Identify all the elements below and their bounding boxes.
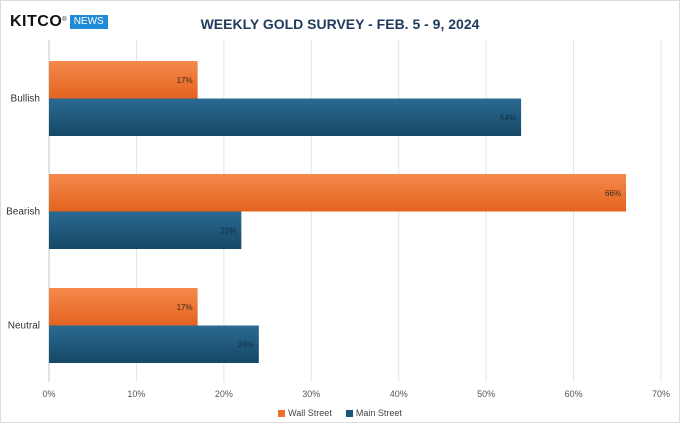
x-tick-label: 60% <box>565 389 583 399</box>
legend-label-wall-street: Wall Street <box>288 408 332 418</box>
category-label-bearish: Bearish <box>6 207 40 218</box>
bar-main-street-neutral <box>49 325 259 363</box>
data-label-wall-street-bullish: 17% <box>177 76 193 85</box>
category-label-bullish: Bullish <box>11 94 40 105</box>
legend-swatch-main-street <box>345 409 353 417</box>
logo-registered-mark: ® <box>62 17 67 23</box>
x-tick-label: 10% <box>127 389 145 399</box>
chart-title: WEEKLY GOLD SURVEY - FEB. 5 - 9, 2024 <box>200 16 480 32</box>
x-tick-label: 0% <box>42 389 55 399</box>
category-label-neutral: Neutral <box>8 321 40 332</box>
data-label-main-street-neutral: 24% <box>238 340 254 349</box>
x-tick-label: 70% <box>652 389 670 399</box>
data-label-main-street-bullish: 54% <box>500 113 516 122</box>
chart-legend: Wall Street Main Street <box>0 408 680 418</box>
legend-item-main-street: Main Street <box>345 408 402 418</box>
bar-wall-street-neutral <box>49 288 198 326</box>
data-label-wall-street-neutral: 17% <box>177 303 193 312</box>
bar-main-street-bearish <box>49 211 242 249</box>
logo-news-badge: NEWS <box>69 15 108 29</box>
x-tick-label: 20% <box>215 389 233 399</box>
data-label-main-street-bearish: 22% <box>220 226 236 235</box>
kitco-news-logo: KITCO ® NEWS <box>10 13 108 31</box>
data-label-wall-street-bearish: 66% <box>605 189 621 198</box>
legend-label-main-street: Main Street <box>355 408 402 418</box>
x-tick-label: 40% <box>390 389 408 399</box>
bar-main-street-bullish <box>49 98 522 136</box>
legend-item-wall-street: Wall Street <box>278 408 332 418</box>
bar-wall-street-bullish <box>49 61 198 99</box>
x-tick-label: 50% <box>477 389 495 399</box>
x-tick-label: 30% <box>302 389 320 399</box>
logo-word: KITCO <box>10 13 63 30</box>
bar-wall-street-bearish <box>49 174 627 212</box>
legend-swatch-wall-street <box>278 409 286 417</box>
